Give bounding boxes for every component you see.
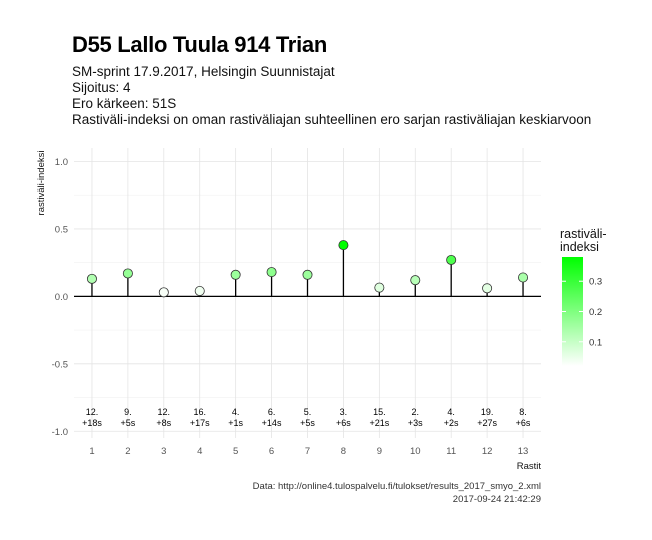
legend-colorbar [562,257,583,366]
point-label-rank: 9. [124,407,132,417]
data-point [194,285,205,296]
data-point [446,254,457,265]
point-label-time: +2s [444,418,459,428]
timestamp-caption: 2017-09-24 21:42:29 [452,494,541,505]
point-label-time: +17s [190,418,210,428]
legend-title-line-2: indeksi [560,240,599,254]
x-tick-label: 4 [197,446,202,457]
legend-tick-label: 0.1 [589,337,602,348]
subtitle-placement: Sijoitus: 4 [72,80,131,95]
point-label-time: +6s [336,418,351,428]
y-tick-label: 0.5 [55,224,68,235]
data-point [122,268,133,279]
y-tick-label: -0.5 [52,359,68,370]
point-label-time: +8s [156,418,171,428]
point-label-rank: 19. [481,407,494,417]
data-point [410,275,421,286]
point-label-time: +27s [477,418,497,428]
data-point [518,272,529,283]
point-label-rank: 4. [447,407,455,417]
point-label-rank: 15. [373,407,386,417]
x-tick-label: 9 [377,446,382,457]
chart-title: D55 Lallo Tuula 914 Trian [72,32,327,57]
x-tick-label: 13 [518,446,529,457]
point-label-time: +14s [262,418,282,428]
x-tick-label: 3 [161,446,166,457]
point-label-time: +5s [121,418,136,428]
data-point [482,283,493,294]
x-tick-label: 5 [233,446,238,457]
point-label-time: +3s [408,418,423,428]
data-point [374,282,385,293]
data-source-caption: Data: http://online4.tulospalvelu.fi/tul… [252,481,541,492]
x-tick-label: 8 [341,446,346,457]
x-tick-label: 11 [446,446,456,457]
subtitle-event: SM-sprint 17.9.2017, Helsingin Suunnista… [72,64,335,79]
subtitle-gap: Ero kärkeen: 51S [72,96,177,111]
x-tick-label: 2 [125,446,130,457]
y-tick-label: 0.0 [55,292,68,303]
point-label-rank: 3. [340,407,348,417]
data-point [266,267,277,278]
data-point [158,287,169,298]
point-label-time: +5s [300,418,315,428]
point-label-rank: 16. [193,407,206,417]
point-label-time: +18s [82,418,102,428]
legend-title-line-1: rastiväli- [560,227,607,241]
point-label-time: +21s [369,418,389,428]
y-tick-label: 1.0 [55,157,68,168]
point-label-rank: 8. [519,407,527,417]
point-label-rank: 12. [86,407,99,417]
legend-tick-label: 0.3 [589,277,602,288]
x-tick-label: 1 [89,446,94,457]
y-tick-label: -1.0 [52,427,68,438]
point-label-rank: 4. [232,407,240,417]
x-tick-label: 7 [305,446,310,457]
x-axis-title: Rastit [517,461,542,472]
data-point [338,240,349,251]
x-tick-label: 10 [410,446,421,457]
point-label-rank: 6. [268,407,276,417]
point-label-rank: 5. [304,407,312,417]
point-label-time: +6s [516,418,531,428]
point-label-time: +1s [228,418,243,428]
data-point [230,269,241,280]
point-label-rank: 2. [412,407,420,417]
point-label-rank: 12. [158,407,171,417]
x-tick-label: 6 [269,446,274,457]
data-point [86,273,97,284]
x-tick-label: 12 [482,446,493,457]
subtitle-description: Rastiväli-indeksi on oman rastiväliajan … [72,112,592,127]
y-axis-title: rastiväli-indeksi [36,151,47,216]
data-point [302,269,313,280]
legend-tick-label: 0.2 [589,307,602,318]
